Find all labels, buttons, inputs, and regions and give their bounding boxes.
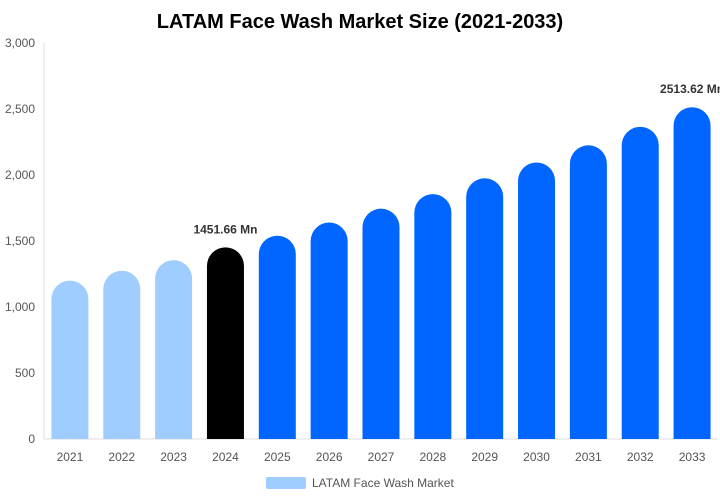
bar-2022[interactable] — [103, 270, 141, 439]
bar-2026[interactable] — [310, 222, 348, 439]
x-tick-label: 2032 — [627, 450, 654, 464]
data-label-2024: 1451.66 Mn — [193, 222, 257, 236]
bar-2021[interactable] — [51, 280, 89, 439]
y-tick-label: 2,000 — [5, 168, 35, 182]
legend-swatch[interactable] — [266, 477, 306, 489]
x-tick-label: 2023 — [160, 450, 187, 464]
bar-2028[interactable] — [414, 194, 452, 439]
bar-2027[interactable] — [362, 208, 400, 439]
y-tick-label: 3,000 — [5, 36, 35, 50]
x-tick-label: 2029 — [471, 450, 498, 464]
x-tick-label: 2027 — [368, 450, 395, 464]
x-tick-label: 2031 — [575, 450, 602, 464]
bars — [51, 107, 711, 440]
data-labels: 1451.66 Mn 2513.62 Mn — [193, 82, 720, 236]
x-tick-label: 2024 — [212, 450, 239, 464]
y-tick-label: 1,500 — [5, 234, 35, 248]
x-tick-label: 2025 — [264, 450, 291, 464]
bar-2032[interactable] — [621, 126, 659, 440]
x-tick-label: 2028 — [419, 450, 446, 464]
x-tick-label: 2021 — [57, 450, 84, 464]
chart-title: LATAM Face Wash Market Size (2021-2033) — [157, 11, 563, 33]
y-tick-label: 0 — [28, 432, 35, 446]
bar-2023[interactable] — [155, 260, 193, 439]
y-tick-label: 2,500 — [5, 102, 35, 116]
x-tick-label: 2022 — [108, 450, 135, 464]
x-axis: 2021 2022 2023 2024 2025 2026 2027 2028 2029 2030… — [57, 450, 706, 464]
y-tick-label: 500 — [15, 366, 35, 380]
bar-2029[interactable] — [466, 178, 504, 440]
x-tick-label: 2026 — [316, 450, 343, 464]
legend[interactable]: LATAM Face Wash Market — [266, 476, 454, 490]
bar-2033[interactable] — [673, 107, 711, 440]
y-tick-label: 1,000 — [5, 300, 35, 314]
bar-2030[interactable] — [518, 162, 556, 439]
x-tick-label: 2030 — [523, 450, 550, 464]
data-label-2033: 2513.62 Mn — [660, 82, 720, 96]
bar-2031[interactable] — [569, 145, 607, 440]
legend-label[interactable]: LATAM Face Wash Market — [312, 476, 454, 490]
bar-2025[interactable] — [258, 235, 296, 439]
x-tick-label: 2033 — [679, 450, 706, 464]
bar-2024[interactable] — [206, 247, 244, 439]
